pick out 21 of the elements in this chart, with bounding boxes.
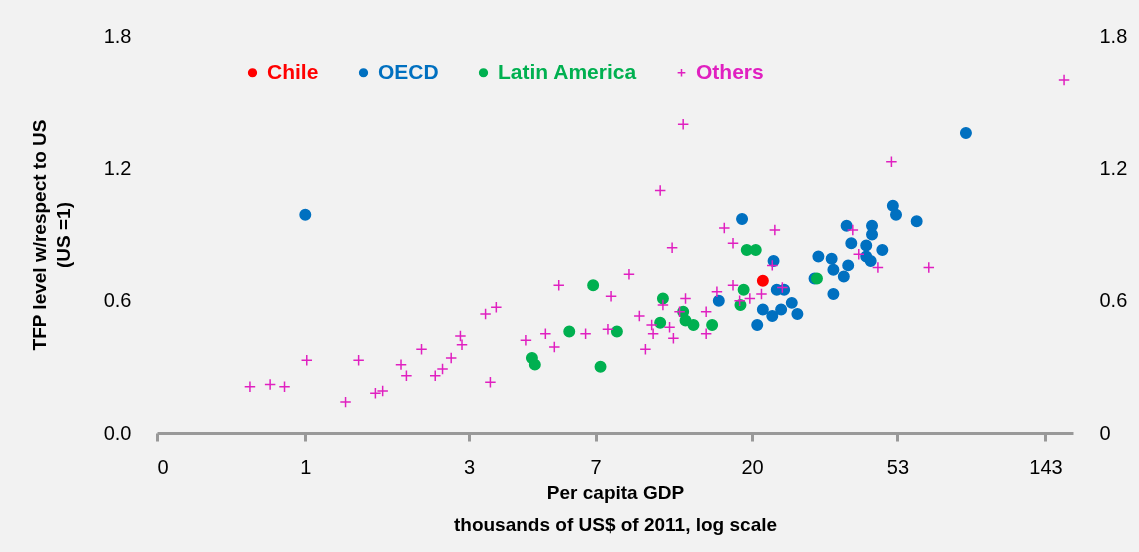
legend-label: Others xyxy=(696,59,764,83)
y-tick-label: 0.6 xyxy=(103,289,132,312)
y-tick-label: 1.8 xyxy=(103,24,132,47)
x-tick-label: 1 xyxy=(300,455,312,478)
legend-label: Chile xyxy=(267,59,319,83)
x-tick-label: 20 xyxy=(741,455,764,478)
x-tick-label: 7 xyxy=(590,455,602,478)
y-axis-title: TFP level w/respect to US (US =1) xyxy=(28,119,74,351)
y2-tick-label: 0.6 xyxy=(1099,289,1128,312)
x-tick-label: 53 xyxy=(886,455,910,478)
x-axis-title: Per capita GDP thousands of US$ of 2011, log scale xyxy=(453,481,778,535)
y-tick-label: 0.0 xyxy=(103,421,132,444)
legend-label: OECD xyxy=(378,59,439,83)
y2-tick-label: 1.2 xyxy=(1099,156,1128,179)
y-tick-label: 1.2 xyxy=(103,156,132,179)
x-tick-label: 0 xyxy=(157,455,169,478)
y2-tick-label: 0 xyxy=(1099,421,1111,444)
x-tick-label: 3 xyxy=(464,455,476,478)
y2-tick-label: 1.8 xyxy=(1099,24,1128,47)
legend-label: Latin America xyxy=(498,59,637,83)
x-tick-label: 143 xyxy=(1029,455,1063,478)
